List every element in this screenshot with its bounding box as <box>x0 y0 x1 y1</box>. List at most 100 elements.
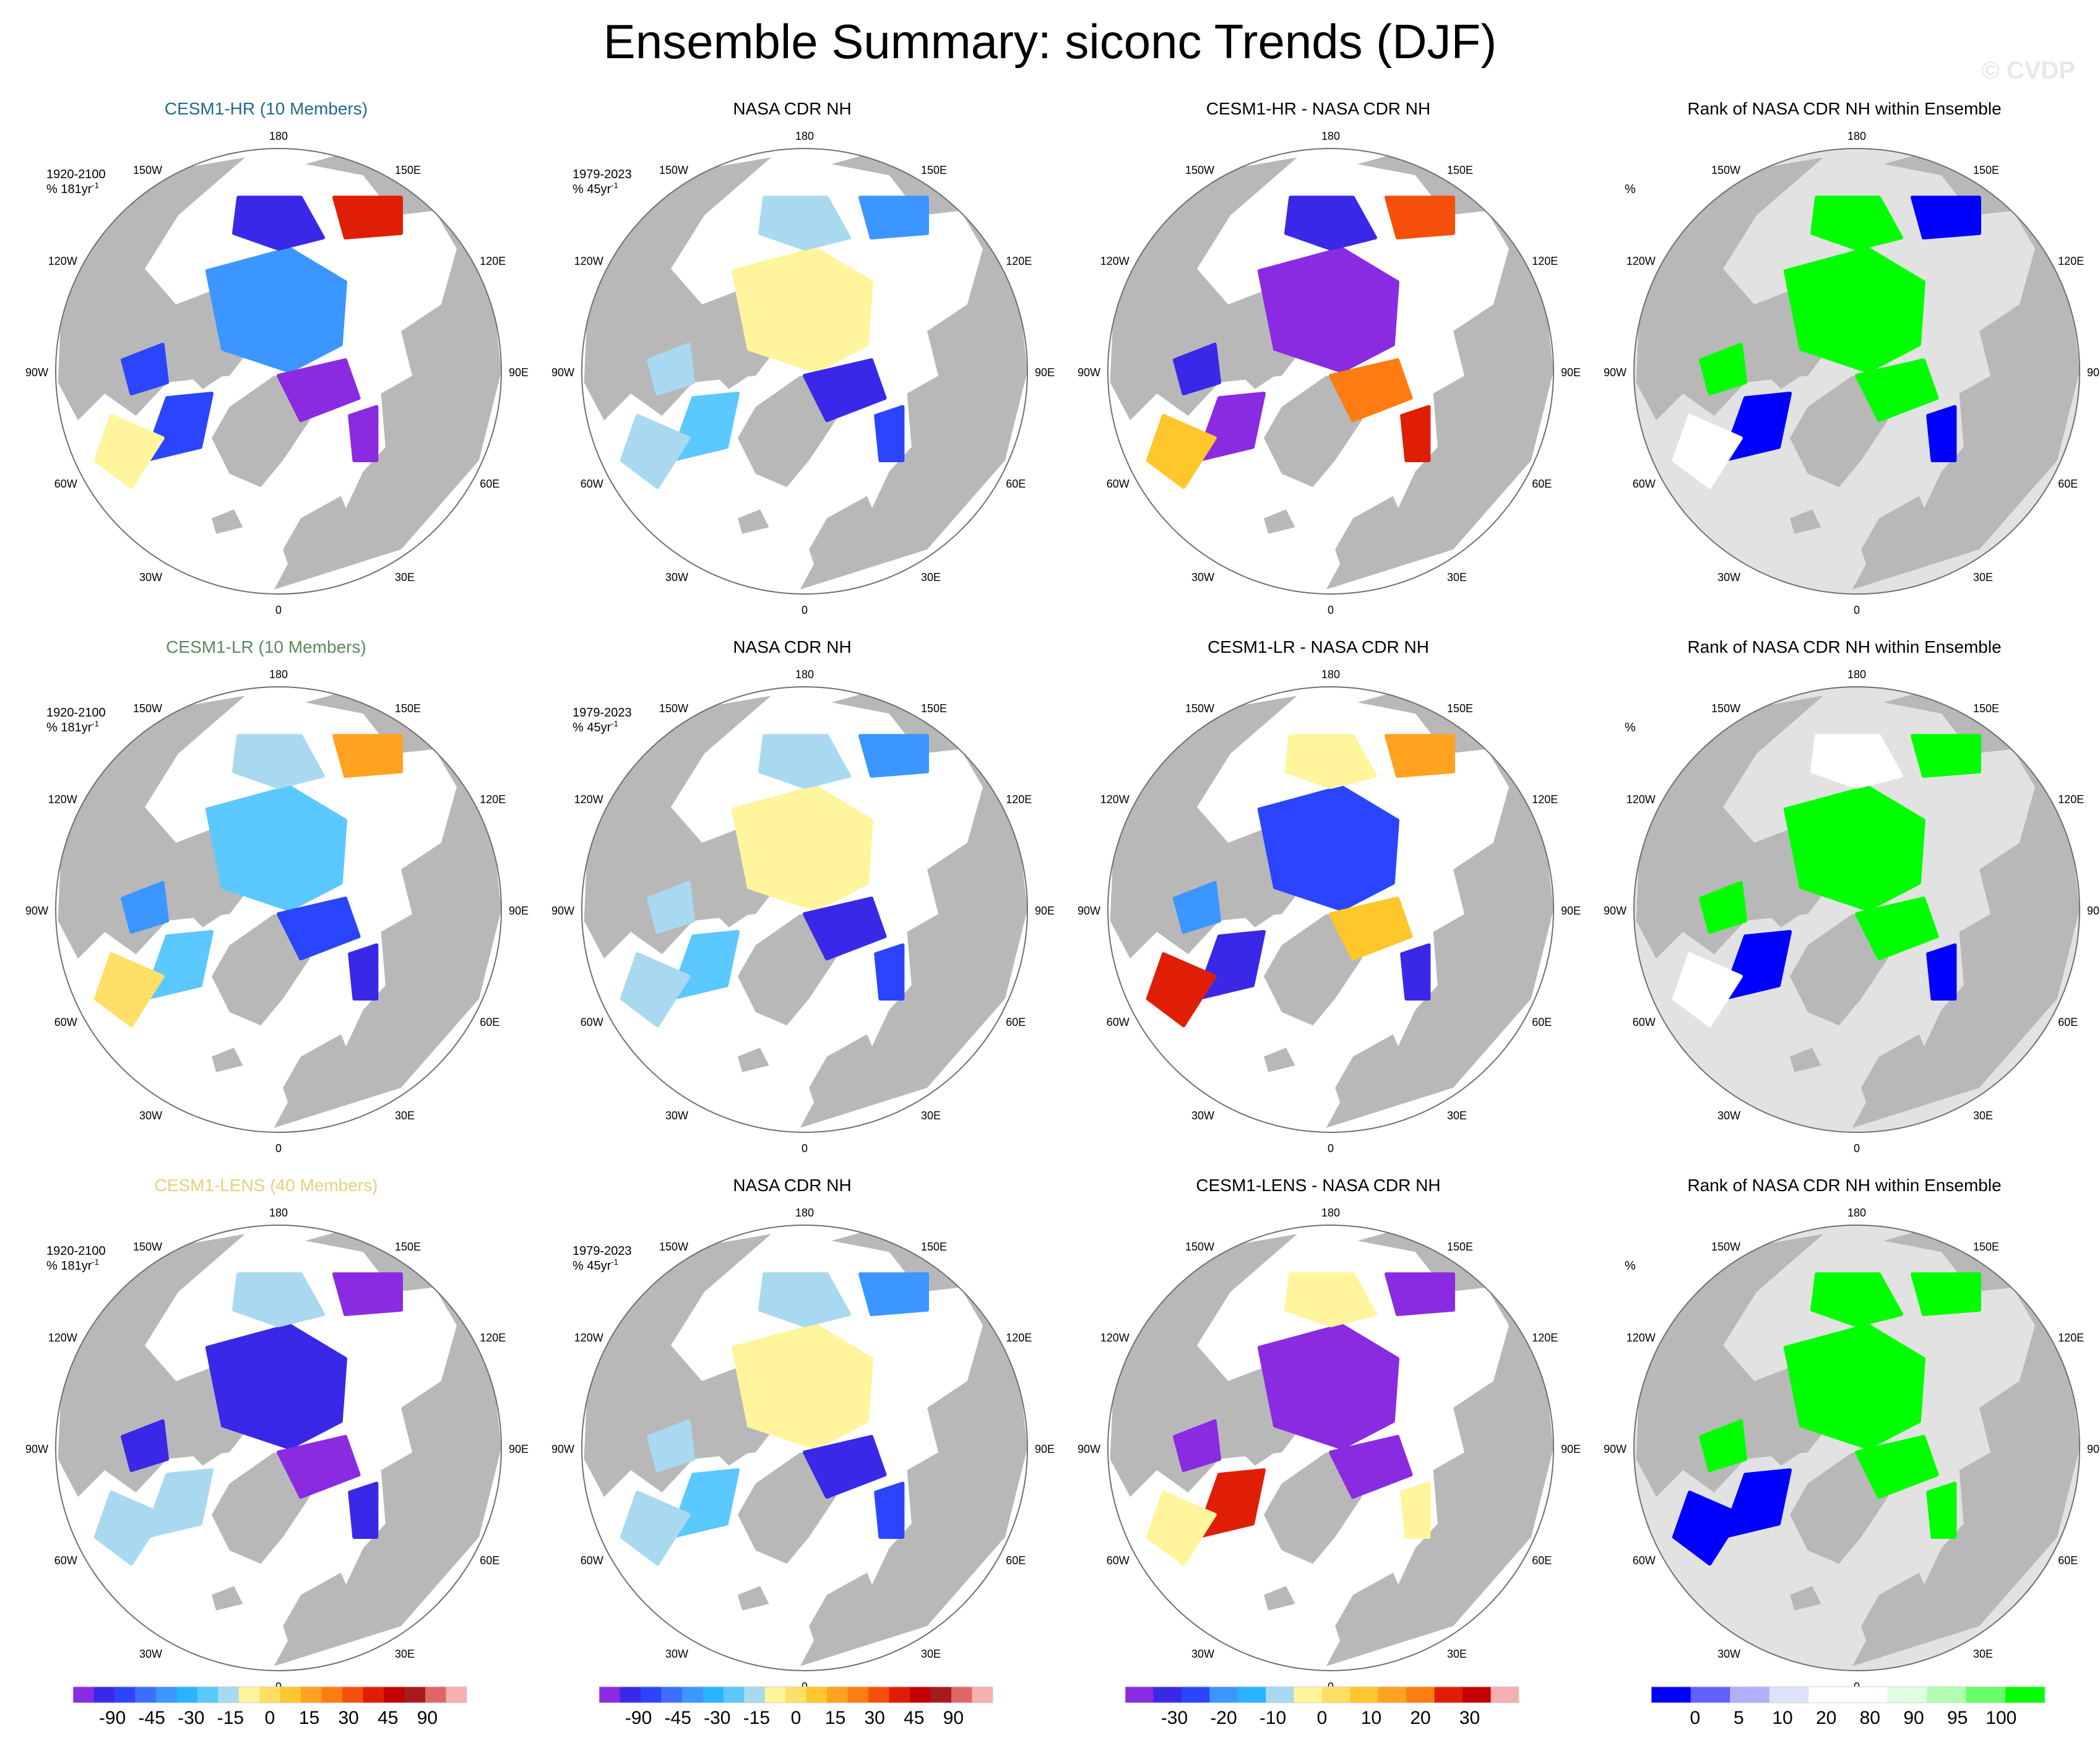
colorbar-swatch <box>1153 1687 1182 1703</box>
colorbar-swatch <box>723 1687 745 1703</box>
page-title: Ensemble Summary: siconc Trends (DJF) <box>603 14 1497 69</box>
lon-label-left_upper: 120W <box>574 255 603 267</box>
lon-label-left_mid: 90W <box>25 366 48 379</box>
map-boundary <box>581 1225 1028 1671</box>
colorbar-swatch <box>640 1687 662 1703</box>
ice-trend-region-kara <box>348 943 379 1001</box>
land-mass <box>283 496 355 577</box>
lon-label-left_mid: 90W <box>1078 366 1100 379</box>
ice-trend-region-barents <box>277 358 361 423</box>
panel-title: CESM1-HR - NASA CDR NH <box>1206 99 1431 118</box>
lon-label-right_upper: 120E <box>2058 793 2084 806</box>
ice-trend-region-barents <box>1855 897 1939 961</box>
lon-label-top_right: 150E <box>921 1241 947 1253</box>
land-mass <box>1861 496 1933 577</box>
units-text: % 181yr <box>46 721 92 734</box>
lon-label-bottom_right: 30E <box>921 1648 941 1660</box>
units-label: % <box>1625 1259 1636 1273</box>
map-boundary <box>1633 1225 2080 1671</box>
land-mass <box>1237 892 1282 928</box>
lon-label-right_upper: 120E <box>480 255 506 267</box>
land-mass <box>809 1572 881 1653</box>
map-panel-r2c1: CESM1-LR (10 Members) 180 0 90W 90E 120W 120E 6… <box>12 637 529 1155</box>
lon-label-bottom_left: 30W <box>665 1648 688 1660</box>
lon-label-left_mid: 90W <box>25 1443 48 1455</box>
land-mass <box>212 914 310 1026</box>
land-mass <box>1790 509 1821 534</box>
lon-label-right_mid: 90E <box>2087 366 2100 379</box>
map-panel-r2c4: Rank of NASA CDR NH within Ensemble 180 0 9… <box>1591 637 2100 1155</box>
map-panel-r1c4: Rank of NASA CDR NH within Ensemble 180 0 9… <box>1591 99 2100 616</box>
lon-label-bottom: 0 <box>802 604 808 616</box>
colorbar-swatch <box>930 1687 952 1703</box>
panel-title: CESM1-LENS - NASA CDR NH <box>1196 1176 1441 1195</box>
map-boundary <box>581 148 1028 595</box>
lon-label-bottom: 0 <box>1854 604 1860 616</box>
lon-label-left_upper: 120W <box>1100 1332 1130 1344</box>
panel-title: CESM1-LR (10 Members) <box>166 637 366 657</box>
ice-trend-region-barents <box>1855 1435 1939 1499</box>
ice-trend-region-hudson <box>1173 342 1221 395</box>
colorbar-swatch <box>1966 1687 2006 1703</box>
map-panel-r2c3: CESM1-LR - NASA CDR NH 180 0 90W 90E 120W 120E… <box>1065 637 1581 1155</box>
lon-label-right_mid: 90E <box>1561 905 1581 917</box>
ice-trend-region-kara <box>1400 405 1431 462</box>
ice-trend-region-barents <box>1329 897 1413 961</box>
panel-title: CESM1-LR - NASA CDR NH <box>1208 637 1429 657</box>
ice-trend-region-barents <box>803 358 887 423</box>
period-label: 1979-2023 <box>573 168 632 181</box>
lon-label-top: 180 <box>795 130 814 142</box>
colorbar-swatch <box>446 1687 467 1703</box>
land-mass <box>738 1048 769 1072</box>
colorbar-swatch <box>1125 1687 1154 1703</box>
lon-label-right_mid: 90E <box>1035 905 1055 917</box>
ice-trend-region-barents <box>803 897 887 961</box>
lon-label-left_upper: 120W <box>1627 255 1656 267</box>
colorbar-tick-label: 30 <box>865 1708 885 1728</box>
lon-label-top_right: 150E <box>395 1241 421 1253</box>
lon-label-right_upper: 120E <box>1006 793 1032 806</box>
land-mass <box>1335 496 1407 577</box>
land-mass <box>800 1229 1027 1666</box>
lon-label-right_upper: 120E <box>1532 793 1558 806</box>
colorbar-tick-label: 15 <box>825 1708 845 1728</box>
lon-label-left_upper: 120W <box>1627 1332 1656 1344</box>
lon-label-right_upper: 120E <box>1532 255 1558 267</box>
lon-label-left_upper: 120W <box>1627 793 1656 806</box>
colorbar-swatch <box>2005 1687 2046 1703</box>
colorbar-tick-label: 90 <box>943 1708 964 1728</box>
panel-title: Rank of NASA CDR NH within Ensemble <box>1687 637 2002 657</box>
colorbar-svg: -90 -45 -30 -15 0 15 30 45 90 <box>72 1686 467 1728</box>
colorbar-swatch <box>681 1687 703 1703</box>
colorbar-swatch <box>1808 1687 1849 1703</box>
ice-trend-region-pacific <box>232 1272 325 1327</box>
lon-label-bottom_left: 30W <box>1718 1109 1740 1122</box>
colorbar-swatch <box>135 1687 157 1703</box>
lon-label-left_upper: 120W <box>1100 793 1130 806</box>
map-panel-r3c3: CESM1-LENS - NASA CDR NH180090W90E120W12… <box>1065 1176 1581 1693</box>
colorbar-svg: -30 -20 -10 0 10 20 30 <box>1125 1686 1519 1728</box>
colorbar-swatch <box>1490 1687 1519 1703</box>
lon-label-right_lower: 60E <box>480 1554 499 1567</box>
ice-trend-region-hudson <box>1699 1419 1747 1472</box>
land-mass <box>1326 153 1553 590</box>
lon-label-left_mid: 90W <box>551 1443 574 1455</box>
land-mass <box>1790 1048 1821 1072</box>
colorbar-frame <box>598 1686 993 1703</box>
lon-label-right_mid: 90E <box>1035 1443 1055 1455</box>
ice-trend-region-okhotsk <box>858 1272 929 1316</box>
lon-label-top: 180 <box>269 668 288 681</box>
colorbar-swatch <box>868 1687 890 1703</box>
ice-trend-region-okhotsk <box>1911 196 1981 239</box>
lon-label-right_lower: 60E <box>1532 1554 1552 1567</box>
lon-label-left_mid: 90W <box>1604 905 1627 917</box>
colorbar-swatch <box>661 1687 683 1703</box>
map-boundary <box>1633 686 2080 1133</box>
lon-label-left_mid: 90W <box>1078 1443 1100 1455</box>
lon-label-top_left: 150W <box>1185 164 1214 176</box>
ice-trend-region-hudson <box>1173 1419 1221 1472</box>
units-label: % <box>1625 721 1636 734</box>
ice-trend-region-pacific <box>1810 734 1903 789</box>
ice-trend-region-barents <box>1329 1435 1413 1499</box>
units-text: % 45yr <box>573 721 611 734</box>
